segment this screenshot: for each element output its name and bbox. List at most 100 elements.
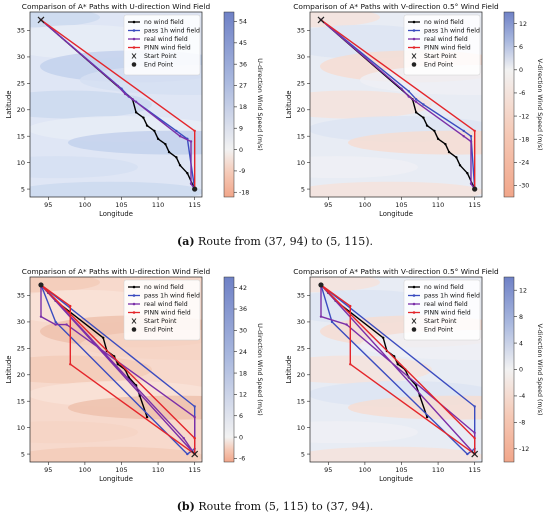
series-point-pass_1h bbox=[54, 320, 57, 324]
legend-label: Start Point bbox=[424, 318, 457, 325]
series-point-no_wind bbox=[436, 137, 440, 141]
colorbar-tick-label: -6 bbox=[519, 90, 525, 97]
series-point-pass_1h bbox=[462, 129, 465, 133]
legend-box bbox=[403, 14, 481, 76]
y-tick-label: 25 bbox=[297, 80, 305, 88]
series-point-pass_1h bbox=[407, 90, 411, 93]
series-point-pass_1h bbox=[186, 452, 189, 456]
x-tick-label: 115 bbox=[188, 466, 200, 474]
colorbar-tick-label: 4 bbox=[519, 340, 523, 347]
y-tick-label: 20 bbox=[17, 371, 25, 379]
series-point-real bbox=[39, 315, 43, 318]
series-point-no_wind bbox=[164, 142, 167, 146]
wind-field-band bbox=[68, 130, 202, 155]
legend-dot bbox=[412, 37, 416, 41]
y-tick-label: 35 bbox=[297, 292, 305, 300]
colorbar-tick-label: 36 bbox=[239, 61, 247, 68]
legend-label: real wind field bbox=[424, 301, 468, 308]
series-point-real bbox=[473, 431, 476, 435]
legend-dot bbox=[132, 46, 136, 49]
x-axis-label: Longitude bbox=[99, 210, 133, 218]
colorbar-tick-label: 27 bbox=[239, 83, 247, 90]
colorbar-tick-label: -18 bbox=[239, 189, 249, 196]
colorbar-tick-label: 18 bbox=[239, 104, 247, 111]
x-tick-label: 95 bbox=[44, 466, 52, 474]
colorbar-tick-label: -8 bbox=[519, 420, 525, 427]
colorbar-tick-label: -24 bbox=[519, 160, 529, 167]
wind-field-band bbox=[30, 12, 100, 28]
legend-dot-marker bbox=[411, 62, 417, 67]
legend-dot bbox=[412, 311, 416, 314]
series-point-no_wind bbox=[455, 156, 458, 159]
x-tick-label: 100 bbox=[359, 201, 371, 209]
colorbar-tick-label: 12 bbox=[519, 21, 527, 28]
wind-field-band bbox=[310, 12, 380, 28]
series-point-no_wind bbox=[422, 116, 425, 119]
start-point-marker bbox=[317, 16, 325, 24]
wind-field-band bbox=[310, 355, 432, 384]
y-tick-label: 30 bbox=[297, 318, 305, 326]
legend-dot-marker bbox=[411, 327, 417, 332]
series-point-no_wind bbox=[425, 415, 429, 419]
wind-field-band bbox=[30, 421, 138, 444]
legend-label: no wind field bbox=[144, 19, 184, 26]
x-tick-label: 105 bbox=[395, 466, 407, 474]
series-point-pinn bbox=[473, 129, 476, 133]
series-point-pass_1h bbox=[469, 135, 473, 138]
colorbar-tick-label: 42 bbox=[239, 285, 247, 292]
legend-box bbox=[123, 279, 201, 341]
x-tick-label: 115 bbox=[468, 466, 480, 474]
wind-field-band bbox=[310, 156, 418, 179]
series-point-real bbox=[407, 95, 411, 98]
x-tick-label: 95 bbox=[44, 201, 52, 209]
legend-dot bbox=[412, 29, 416, 32]
legend-label: End Point bbox=[424, 62, 454, 69]
y-tick-label: 20 bbox=[17, 106, 25, 114]
series-point-pass_1h bbox=[422, 103, 425, 106]
y-axis-label: Latitude bbox=[285, 91, 293, 119]
x-tick-label: 100 bbox=[359, 466, 371, 474]
series-point-pinn bbox=[193, 437, 196, 440]
series-line-pinn bbox=[320, 284, 476, 455]
series-point-real bbox=[54, 323, 57, 326]
wind-field-band bbox=[348, 395, 482, 420]
series-point-no_wind bbox=[425, 124, 429, 127]
legend-label: PINN wind field bbox=[144, 45, 191, 52]
x-tick-label: 115 bbox=[468, 201, 480, 209]
series-point-real bbox=[193, 415, 196, 419]
legend-label: Start Point bbox=[144, 53, 177, 60]
series-point-no_wind bbox=[101, 336, 105, 339]
colorbar-tick-label: 45 bbox=[239, 40, 247, 47]
series-point-real bbox=[189, 182, 193, 185]
colorbar-tick-label: 54 bbox=[239, 19, 247, 26]
y-tick-label: 15 bbox=[297, 397, 305, 405]
end-point-marker bbox=[192, 186, 198, 192]
legend-dot bbox=[132, 294, 136, 297]
plot-frame bbox=[29, 11, 203, 198]
legend-label: PINN wind field bbox=[424, 310, 471, 317]
plot-frame bbox=[309, 276, 483, 463]
legend-dot-marker bbox=[131, 62, 137, 67]
legend-label: Start Point bbox=[424, 53, 457, 60]
legend-label: real wind field bbox=[424, 36, 468, 43]
caption-b-label: (b) bbox=[176, 500, 195, 513]
legend-dot bbox=[132, 20, 136, 24]
series-point-pass_1h bbox=[330, 320, 334, 324]
x-axis-label: Longitude bbox=[99, 475, 133, 483]
chart-panel-1: Comparison of A* Paths with U-direction … bbox=[5, 2, 263, 218]
x-tick-label: 100 bbox=[79, 201, 91, 209]
series-point-pass_1h bbox=[175, 129, 178, 133]
series-point-real bbox=[123, 92, 127, 96]
legend-label: Start Point bbox=[144, 318, 177, 325]
series-point-real bbox=[131, 98, 134, 101]
series-point-no_wind bbox=[396, 363, 400, 366]
y-tick-label: 10 bbox=[17, 424, 25, 432]
series-point-real bbox=[182, 437, 185, 440]
colorbar-tick-label: 0 bbox=[239, 434, 243, 441]
legend-label: no wind field bbox=[424, 284, 464, 291]
legend-label: End Point bbox=[144, 62, 174, 69]
wind-field-band bbox=[30, 446, 202, 462]
series-point-real bbox=[469, 140, 473, 143]
